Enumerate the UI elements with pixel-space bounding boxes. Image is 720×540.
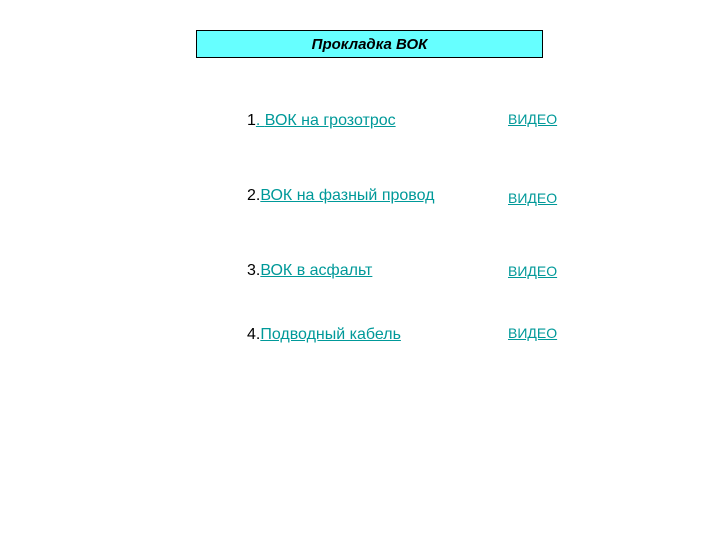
video-link[interactable]: ВИДЕО (508, 263, 557, 279)
page-title: Прокладка ВОК (312, 36, 428, 53)
item-number: 1 (247, 112, 256, 130)
item-link-podvodnyi[interactable]: Подводный кабель (260, 326, 401, 344)
list-item: 2. ВОК на фазный провод (247, 187, 434, 205)
title-box: Прокладка ВОК (196, 30, 543, 58)
item-number: 2. (247, 187, 260, 205)
item-number: 3. (247, 262, 260, 280)
list-item: 3. ВОК в асфальт (247, 262, 372, 280)
item-link-faznyi[interactable]: ВОК на фазный провод (260, 187, 434, 205)
video-link[interactable]: ВИДЕО (508, 190, 557, 206)
video-link[interactable]: ВИДЕО (508, 325, 557, 341)
item-number: 4. (247, 326, 260, 344)
list-item: 4. Подводный кабель (247, 326, 401, 344)
list-item: 1 . ВОК на грозотрос (247, 112, 396, 130)
item-link-asfalt[interactable]: ВОК в асфальт (260, 262, 372, 280)
item-link-grozotros[interactable]: . ВОК на грозотрос (256, 112, 396, 130)
video-link[interactable]: ВИДЕО (508, 111, 557, 127)
